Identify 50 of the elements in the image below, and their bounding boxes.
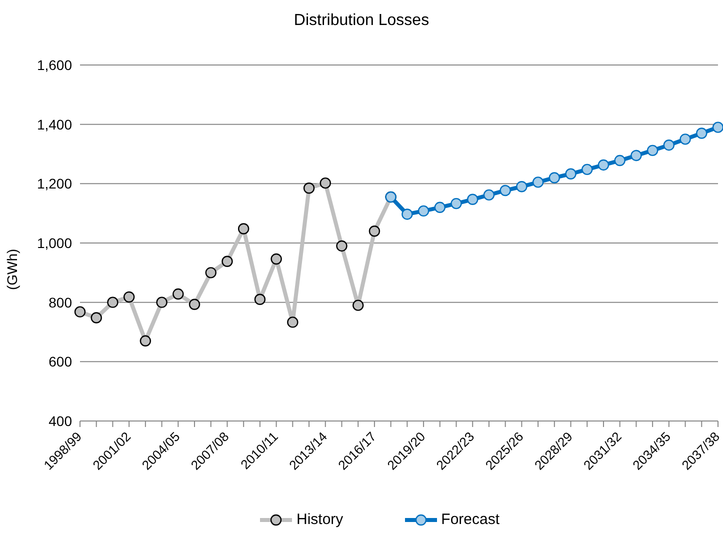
y-tick-label: 1,600 [36, 56, 72, 73]
point [483, 189, 495, 201]
legend-label: History [295, 511, 344, 528]
point [402, 208, 413, 220]
point [548, 172, 560, 184]
point [156, 296, 168, 308]
y-tick-label: 1,000 [36, 234, 72, 251]
point [696, 128, 708, 139]
point [565, 168, 576, 180]
y-tick-label: 1,400 [36, 116, 72, 132]
point [532, 176, 544, 188]
legend-label: Forecast [440, 511, 500, 528]
point [614, 154, 626, 166]
y-tick-label: 400 [48, 412, 72, 429]
point [663, 140, 675, 151]
point [123, 291, 135, 303]
point [140, 335, 152, 346]
point [646, 144, 658, 156]
point [680, 134, 691, 145]
point [450, 198, 462, 210]
chart-title: Distribution Losses [292, 12, 430, 30]
point [238, 223, 250, 234]
point [712, 122, 723, 133]
y-tick-label: 600 [48, 354, 72, 370]
point [582, 164, 593, 176]
point [630, 150, 642, 162]
point [418, 205, 430, 217]
point [254, 294, 266, 305]
point [368, 226, 380, 237]
point [352, 300, 364, 311]
point [172, 288, 184, 300]
point [270, 253, 282, 265]
point [90, 312, 102, 324]
point [188, 298, 200, 310]
point [320, 177, 331, 189]
point [467, 194, 478, 205]
point [336, 240, 348, 252]
point [500, 184, 511, 196]
point [287, 316, 298, 328]
y-tick-label: 1,200 [36, 176, 72, 192]
point [107, 296, 118, 308]
point [222, 256, 233, 267]
point [434, 202, 446, 213]
point [598, 159, 610, 171]
y-axis-title: (GWh) [4, 248, 20, 290]
point [303, 182, 315, 194]
point [74, 306, 86, 318]
point [516, 181, 528, 192]
point [205, 267, 216, 278]
y-tick-label: 800 [48, 294, 72, 310]
